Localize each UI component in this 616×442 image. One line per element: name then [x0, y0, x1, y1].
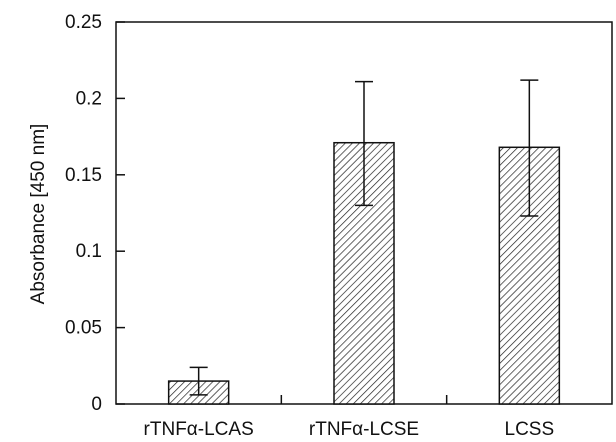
y-tick-label: 0.05 — [65, 318, 102, 339]
x-tick-label: rTNFα-LCAS — [144, 419, 254, 440]
plot-area: 0 0.05 0.1 0.15 0.2 0.25 rTNFα-LCAS rTNFα-LCSE L… — [65, 12, 613, 440]
y-tick-label: 0.15 — [65, 165, 102, 186]
x-tick-label: rTNFα-LCSE — [309, 419, 419, 440]
y-axis-label: Absorbance [450 nm] — [28, 124, 49, 305]
y-tick-label: 0.1 — [76, 241, 102, 262]
y-tick-label: 0.25 — [65, 12, 102, 33]
y-tick-label: 0 — [91, 394, 102, 415]
y-tick-label: 0.2 — [76, 88, 102, 109]
x-tick-label: LCSS — [505, 419, 555, 440]
